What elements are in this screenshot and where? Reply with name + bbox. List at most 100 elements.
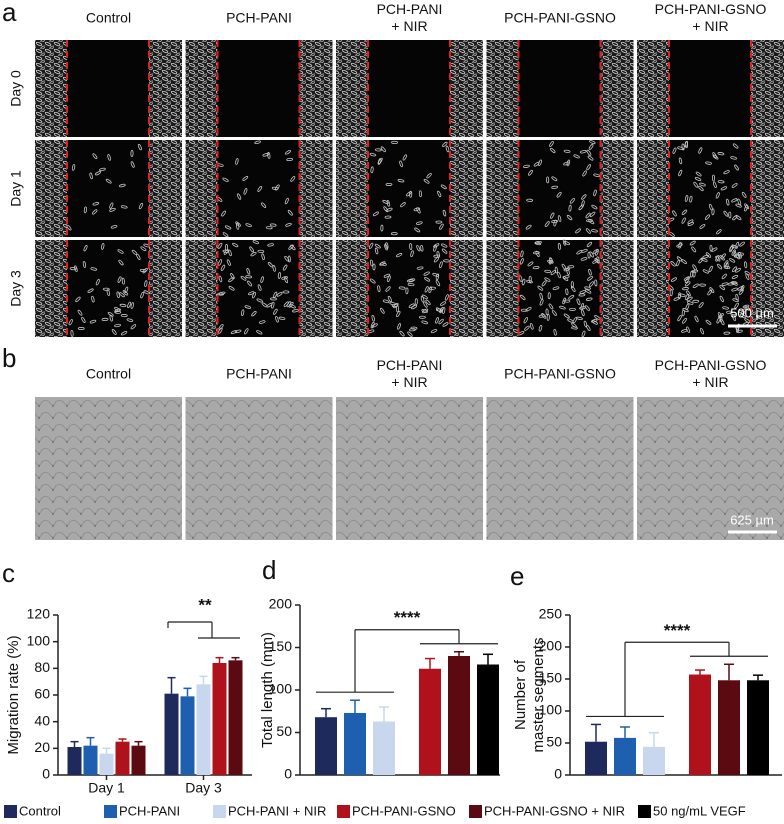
cell — [711, 174, 715, 182]
column-header: + NIR — [391, 374, 427, 390]
cell — [87, 288, 94, 293]
panel-label: e — [510, 561, 524, 591]
y-tick-label: 0 — [42, 766, 50, 782]
cell — [89, 319, 97, 324]
column-header: PCH-PANI — [377, 1, 443, 17]
cell — [89, 172, 93, 180]
cell — [713, 181, 717, 188]
cell — [261, 253, 265, 261]
cell — [435, 317, 439, 324]
scratch-gap — [518, 240, 601, 337]
cell — [372, 263, 376, 271]
column-header: PCH-PANI-GSNO — [504, 366, 616, 382]
cell — [120, 331, 128, 336]
bar — [212, 663, 227, 775]
cell — [684, 195, 689, 202]
cell — [257, 185, 263, 192]
cell — [572, 317, 578, 324]
cell — [235, 221, 241, 227]
cell — [702, 254, 709, 259]
cell — [130, 150, 134, 157]
cell — [277, 272, 281, 279]
cell — [587, 251, 591, 259]
cell — [677, 292, 681, 300]
micrograph — [336, 397, 483, 540]
cell — [709, 287, 715, 293]
cell — [563, 241, 571, 246]
cell — [258, 320, 266, 324]
cell — [528, 169, 533, 176]
y-tick-label: 50 — [546, 734, 562, 750]
cell — [731, 275, 739, 279]
cell — [290, 244, 296, 251]
cell — [588, 143, 594, 150]
column-header: Control — [86, 10, 131, 26]
cell — [717, 180, 725, 184]
legend-swatch — [4, 805, 17, 818]
cell — [583, 320, 588, 328]
cell — [673, 296, 680, 301]
cell — [124, 286, 129, 294]
cell — [523, 317, 528, 324]
cell — [398, 286, 406, 290]
cell — [582, 170, 587, 177]
cell — [581, 309, 585, 317]
cell — [520, 294, 526, 301]
cell — [699, 224, 706, 229]
cell — [384, 243, 388, 251]
y-axis-label: Total length (mm) — [259, 632, 276, 748]
cell — [249, 246, 254, 253]
cell — [409, 328, 416, 332]
cell — [720, 186, 728, 191]
cell — [734, 302, 739, 309]
cell — [691, 246, 697, 253]
cell — [409, 243, 413, 250]
cell — [681, 143, 685, 151]
micrograph — [486, 397, 634, 540]
cell — [438, 318, 444, 325]
legend-swatch — [469, 805, 482, 818]
cell — [742, 304, 750, 309]
cell — [380, 146, 386, 153]
cell — [138, 202, 144, 210]
cell — [137, 143, 142, 151]
cell — [272, 265, 276, 272]
panel-label: a — [2, 0, 17, 27]
cell — [695, 171, 702, 177]
y-tick-label: 200 — [539, 638, 563, 654]
cell — [228, 285, 235, 291]
cell — [589, 211, 596, 217]
cell — [424, 286, 429, 293]
cell — [257, 284, 262, 291]
cell — [694, 315, 699, 323]
cell — [593, 173, 600, 177]
cell — [705, 319, 712, 325]
cell — [581, 194, 587, 200]
cell — [144, 280, 148, 288]
cell — [528, 275, 532, 283]
cell — [553, 219, 557, 227]
cell — [416, 245, 421, 252]
cell — [368, 242, 374, 249]
cell — [424, 277, 431, 282]
cell — [571, 326, 578, 330]
cell — [74, 265, 78, 273]
cell — [244, 328, 249, 335]
cell — [445, 145, 450, 153]
cell — [592, 259, 599, 264]
cell — [75, 296, 81, 303]
cell — [712, 152, 717, 159]
cell — [442, 141, 448, 147]
y-tick-label: 0 — [554, 766, 562, 782]
cell — [248, 291, 255, 296]
cell — [578, 293, 586, 297]
cell — [77, 327, 85, 331]
cell — [218, 291, 226, 295]
cell — [221, 210, 226, 217]
cell — [226, 259, 231, 266]
cell — [566, 214, 573, 221]
y-tick-label: 0 — [284, 766, 292, 782]
cell — [738, 289, 744, 295]
cell — [538, 159, 542, 166]
cell — [267, 243, 274, 247]
